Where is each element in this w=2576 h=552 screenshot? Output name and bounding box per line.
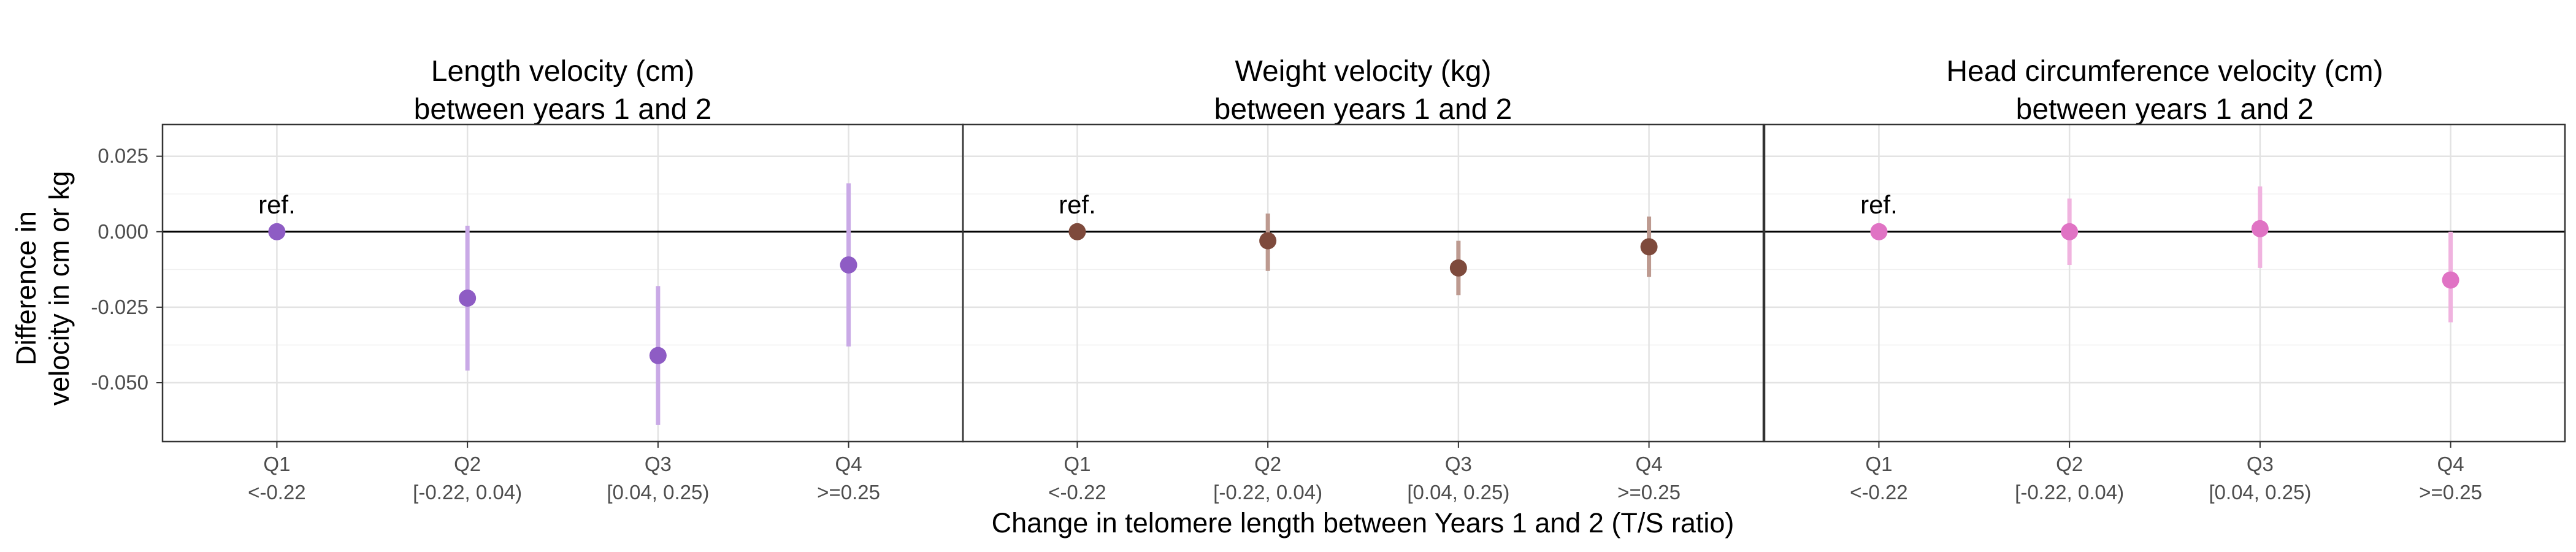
point-q3 bbox=[1449, 259, 1467, 277]
panel-title-line-2: between years 1 and 2 bbox=[2016, 93, 2314, 126]
x-tick-sublabel-q3: [0.04, 0.25) bbox=[1407, 481, 1509, 504]
point-q2 bbox=[459, 289, 477, 307]
x-tick-label-q3: Q3 bbox=[2247, 453, 2274, 475]
x-tick-label-q2: Q2 bbox=[454, 453, 481, 475]
panels: 0.025 0.000 -0.025 -0.050 Length velocity (c… bbox=[91, 55, 2566, 504]
point-q4 bbox=[1640, 238, 1658, 256]
x-tick-sublabel-q2: [-0.22, 0.04) bbox=[2015, 481, 2124, 504]
x-tick-label-q2: Q2 bbox=[1254, 453, 1281, 475]
x-tick-label-q1: Q1 bbox=[1064, 453, 1091, 475]
point-q3 bbox=[649, 347, 667, 364]
panel-2: Weight velocity (kg) between years 1 and … bbox=[962, 55, 1765, 504]
x-tick-sublabel-q1: <-0.22 bbox=[248, 481, 306, 504]
x-tick-sublabel-q4: >=0.25 bbox=[1617, 481, 1681, 504]
x-tick-sublabel-q1: <-0.22 bbox=[1850, 481, 1908, 504]
panel-title-line-1: Weight velocity (kg) bbox=[1235, 55, 1492, 88]
y-axis-title-line-2: velocity in cm or kg bbox=[44, 171, 75, 406]
x-tick-sublabel-q4: >=0.25 bbox=[817, 481, 880, 504]
x-tick-label-q1: Q1 bbox=[1865, 453, 1892, 475]
panel-title-line-1: Length velocity (cm) bbox=[431, 55, 695, 88]
x-tick-label-q2: Q2 bbox=[2056, 453, 2083, 475]
y-axis-title: Difference in velocity in cm or kg bbox=[10, 171, 75, 406]
panel-border bbox=[962, 123, 1765, 443]
x-tick-label-q4: Q4 bbox=[1636, 453, 1663, 475]
point-q2 bbox=[1259, 232, 1277, 250]
ref-annotation: ref. bbox=[1059, 190, 1096, 219]
x-tick-sublabel-q3: [0.04, 0.25) bbox=[2209, 481, 2311, 504]
ref-annotation: ref. bbox=[258, 190, 296, 219]
x-tick-label-q4: Q4 bbox=[835, 453, 862, 475]
x-tick-label-q3: Q3 bbox=[1445, 453, 1472, 475]
x-tick-label-q1: Q1 bbox=[263, 453, 290, 475]
panel-title-line-2: between years 1 and 2 bbox=[1214, 93, 1512, 126]
panel-3: Head circumference velocity (cm) between … bbox=[1763, 55, 2566, 504]
point-q4 bbox=[840, 256, 857, 274]
y-axis-title-line-1: Difference in bbox=[10, 211, 42, 366]
y-tick-label: 0.025 bbox=[98, 145, 148, 167]
x-axis-title: Change in telomere length between Years … bbox=[992, 507, 1735, 539]
point-q1 bbox=[1870, 223, 1888, 240]
panel-1: Length velocity (cm) between years 1 and … bbox=[161, 55, 964, 504]
panel-title-line-1: Head circumference velocity (cm) bbox=[1946, 55, 2383, 88]
x-tick-sublabel-q3: [0.04, 0.25) bbox=[607, 481, 709, 504]
panel-border bbox=[161, 123, 964, 443]
y-tick-label: 0.000 bbox=[98, 220, 148, 243]
panel-title-line-2: between years 1 and 2 bbox=[414, 93, 712, 126]
point-q3 bbox=[2251, 220, 2269, 237]
y-tick-label: -0.050 bbox=[91, 371, 148, 394]
x-tick-sublabel-q2: [-0.22, 0.04) bbox=[1213, 481, 1322, 504]
point-q2 bbox=[2061, 223, 2079, 240]
y-tick-label: -0.025 bbox=[91, 296, 148, 318]
x-tick-label-q4: Q4 bbox=[2437, 453, 2464, 475]
x-tick-sublabel-q2: [-0.22, 0.04) bbox=[413, 481, 522, 504]
ref-annotation: ref. bbox=[1860, 190, 1898, 219]
point-q1 bbox=[268, 223, 286, 240]
x-tick-sublabel-q4: >=0.25 bbox=[2419, 481, 2482, 504]
x-tick-sublabel-q1: <-0.22 bbox=[1048, 481, 1106, 504]
panel-border bbox=[1763, 123, 2566, 443]
point-q1 bbox=[1068, 223, 1086, 240]
x-tick-label-q3: Q3 bbox=[645, 453, 672, 475]
point-q4 bbox=[2442, 271, 2459, 289]
